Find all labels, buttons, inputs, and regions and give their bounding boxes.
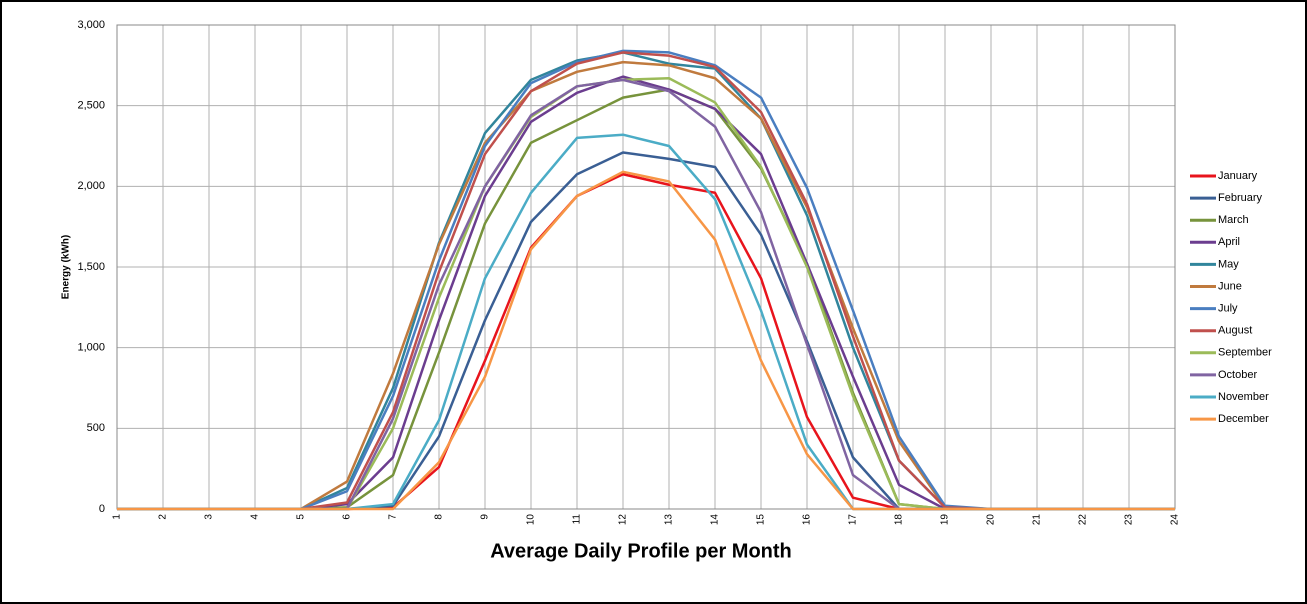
legend-label: November xyxy=(1218,391,1269,403)
y-tick-label: 500 xyxy=(87,422,105,434)
x-tick-label: 5 xyxy=(296,514,307,520)
legend-label: September xyxy=(1218,347,1272,359)
x-tick-label: 3 xyxy=(204,514,215,520)
y-tick-label: 1,500 xyxy=(77,261,105,273)
x-tick-label: 4 xyxy=(250,514,261,520)
y-axis-label: Energy (kWh) xyxy=(61,235,72,299)
legend-label: January xyxy=(1218,170,1258,182)
chart-title: Average Daily Profile per Month xyxy=(490,540,792,562)
x-tick-label: 21 xyxy=(1032,514,1043,526)
x-tick-label: 14 xyxy=(710,514,721,526)
legend-label: June xyxy=(1218,280,1242,292)
x-tick-label: 19 xyxy=(940,514,951,526)
legend-label: August xyxy=(1218,325,1252,337)
x-tick-label: 24 xyxy=(1170,514,1181,526)
y-tick-label: 0 xyxy=(99,503,105,515)
series-line xyxy=(117,170,1175,511)
y-tick-label: 1,000 xyxy=(77,342,105,354)
x-tick-label: 16 xyxy=(802,514,813,526)
legend-label: May xyxy=(1218,258,1239,270)
x-tick-label: 15 xyxy=(756,514,767,526)
y-tick-label: 3,000 xyxy=(77,19,105,31)
plot-border xyxy=(116,24,1176,510)
x-tick-label: 9 xyxy=(480,514,491,520)
x-tick-label: 1 xyxy=(112,514,123,520)
legend-label: March xyxy=(1218,214,1249,226)
x-tick-label: 10 xyxy=(526,514,537,526)
y-tick-label: 2,500 xyxy=(77,100,105,112)
x-tick-label: 12 xyxy=(618,514,629,526)
x-tick-label: 22 xyxy=(1078,514,1089,526)
x-tick-label: 2 xyxy=(158,514,169,520)
x-tick-label: 6 xyxy=(342,514,353,520)
legend-label: April xyxy=(1218,236,1240,248)
x-tick-label: 20 xyxy=(986,514,997,526)
x-tick-label: 8 xyxy=(434,514,445,520)
legend-label: February xyxy=(1218,192,1263,204)
x-tick-label: 13 xyxy=(664,514,675,526)
y-tick-label: 2,000 xyxy=(77,180,105,192)
x-tick-label: 7 xyxy=(388,514,399,520)
x-tick-label: 23 xyxy=(1124,514,1135,526)
x-tick-label: 17 xyxy=(848,514,859,526)
legend-label: July xyxy=(1218,303,1238,315)
legend-label: December xyxy=(1218,413,1269,425)
x-tick-label: 18 xyxy=(894,514,905,526)
x-tick-label: 11 xyxy=(572,514,583,525)
legend-label: October xyxy=(1218,369,1257,381)
